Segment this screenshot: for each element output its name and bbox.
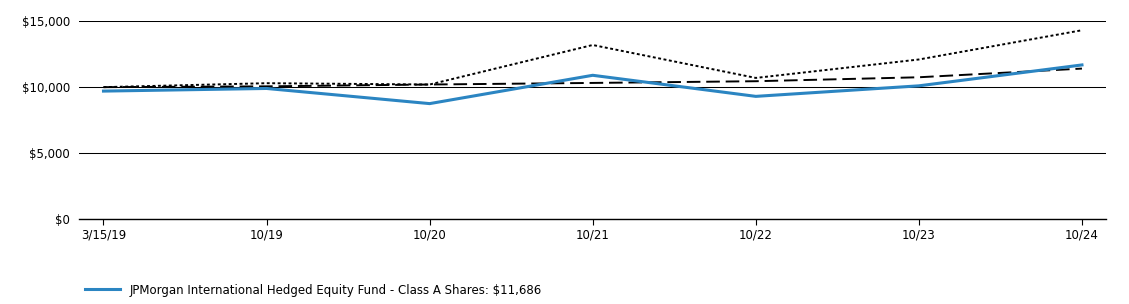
Legend: JPMorgan International Hedged Equity Fund - Class A Shares: $11,686, MSCI EAFE I: JPMorgan International Hedged Equity Fun… bbox=[85, 284, 542, 304]
